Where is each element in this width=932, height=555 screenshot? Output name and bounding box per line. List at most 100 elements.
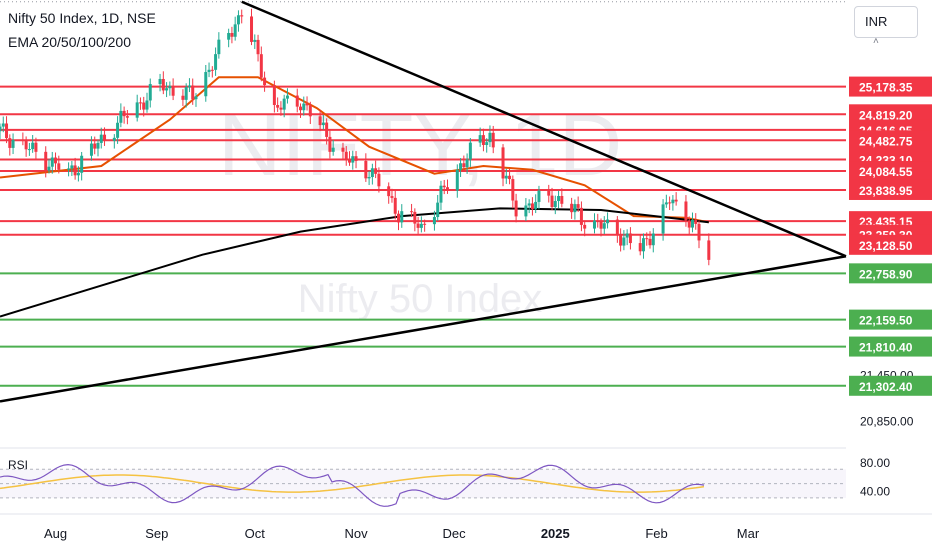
candle — [606, 212, 610, 229]
candle-body — [103, 134, 107, 141]
candle-body — [527, 203, 531, 206]
candle-body — [557, 195, 561, 202]
candle — [204, 64, 208, 102]
last-price-tag-bg — [849, 234, 932, 255]
resistance-tag-1-label: 24,819.20 — [859, 108, 913, 122]
candle — [47, 158, 51, 174]
candle-body — [217, 39, 221, 55]
candle — [579, 201, 583, 232]
candle-body — [423, 223, 427, 225]
candle — [573, 199, 577, 220]
trendline-lower — [0, 255, 847, 403]
candle-body — [331, 147, 335, 152]
candle-body — [165, 88, 169, 91]
candle — [276, 97, 280, 112]
candle-body — [158, 78, 162, 85]
candle — [259, 46, 263, 82]
candle — [67, 162, 71, 177]
candle-body — [615, 219, 619, 236]
candle — [328, 130, 332, 159]
candle-body — [148, 84, 152, 101]
candle-body — [354, 156, 358, 161]
watermark-symbol: NIFTY, 1D — [218, 95, 622, 194]
candle — [684, 195, 688, 227]
candle — [80, 151, 84, 181]
candle — [491, 125, 495, 154]
candle — [504, 168, 508, 184]
time-tick-7: Mar — [737, 526, 760, 541]
chevron-down-icon[interactable]: ˄ — [873, 36, 879, 47]
candle-body — [122, 110, 126, 117]
candle-body — [468, 142, 472, 160]
candle — [191, 78, 195, 105]
candle — [11, 133, 15, 155]
candle-body — [462, 163, 466, 168]
candle-body — [367, 177, 371, 179]
candle-body — [181, 95, 185, 100]
candle — [214, 47, 218, 76]
candle-body — [168, 85, 172, 89]
candle-body — [648, 238, 652, 246]
candle-body — [645, 238, 649, 240]
candle-body — [76, 172, 80, 176]
candle — [419, 216, 423, 233]
candle — [181, 89, 185, 107]
candle-body — [547, 190, 551, 196]
candle — [207, 62, 211, 78]
candle — [165, 82, 169, 98]
candle-body — [184, 87, 188, 100]
rsi-label: RSI — [8, 458, 29, 472]
candle-body — [93, 143, 97, 149]
candle-body — [508, 175, 512, 180]
candle-body — [99, 134, 103, 143]
candle-body — [442, 185, 446, 188]
candle-body — [119, 110, 123, 123]
candle-body — [690, 219, 694, 228]
candle — [648, 231, 652, 249]
candle-body — [44, 151, 48, 171]
candle-body — [214, 54, 218, 70]
candle — [331, 140, 335, 156]
candle — [439, 180, 443, 210]
candle — [302, 96, 306, 116]
candle — [279, 101, 283, 116]
candle — [158, 73, 162, 92]
candle-body — [625, 233, 629, 238]
candle-body — [34, 142, 38, 152]
candle-body — [619, 235, 623, 246]
candle-body — [341, 147, 345, 152]
candle-body — [276, 104, 280, 108]
candle — [671, 195, 675, 211]
candle-body — [1, 123, 5, 127]
candle-body — [263, 77, 267, 86]
candle — [524, 198, 528, 221]
candle — [664, 194, 668, 208]
candle — [24, 136, 28, 157]
rsi-tick-1: 40.00 — [860, 485, 890, 499]
candle — [171, 78, 175, 101]
candle-body — [344, 151, 348, 159]
candle — [256, 34, 260, 62]
currency-button[interactable]: INR — [854, 6, 918, 38]
candle — [619, 228, 623, 252]
candle — [21, 132, 25, 146]
indicator-legend: EMA 20/50/100/200 — [8, 34, 131, 50]
resistance-tag-0-label: 25,178.35 — [859, 81, 913, 95]
candle — [364, 153, 368, 182]
chart-title: Nifty 50 Index, 1D, NSE — [8, 10, 156, 26]
candle-body — [481, 135, 485, 145]
candle — [599, 218, 603, 237]
candle-body — [27, 149, 31, 151]
candle-body — [230, 33, 234, 37]
candle-body — [674, 199, 678, 202]
candle-body — [524, 205, 528, 217]
candle-body — [325, 122, 329, 137]
candle — [576, 196, 580, 213]
candle-body — [459, 163, 463, 170]
candle — [138, 97, 142, 110]
candle — [436, 194, 440, 221]
candle-body — [377, 173, 381, 187]
candle-body — [282, 98, 286, 110]
